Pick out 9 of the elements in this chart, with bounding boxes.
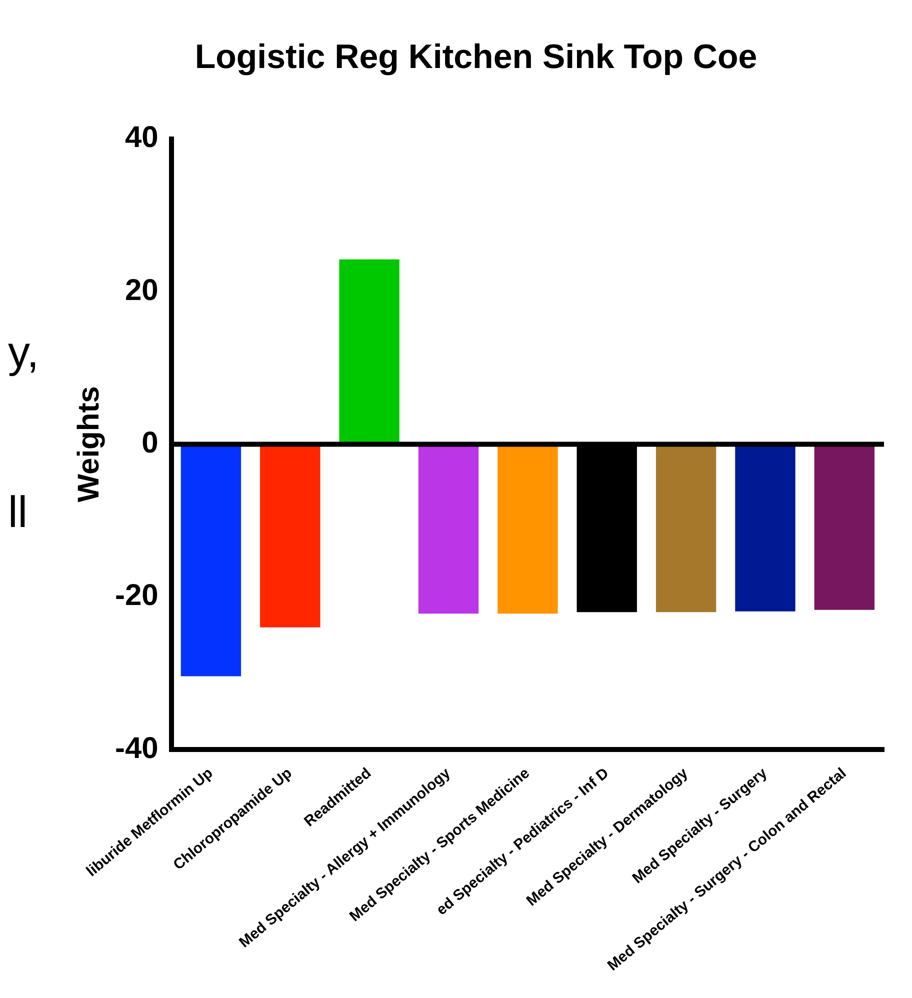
y-axis-title: Weights: [72, 386, 106, 502]
y-tick-label: -20: [115, 579, 158, 612]
text: y,: [8, 328, 40, 378]
y-tick-label: -40: [115, 732, 158, 765]
chart-title: Logistic Reg Kitchen Sink Top Coe: [194, 38, 758, 76]
text: ll: [8, 488, 29, 538]
y-tick-label: 40: [124, 121, 158, 154]
y-tick-label: 0: [142, 426, 158, 460]
y-tick-label: 20: [124, 274, 158, 307]
